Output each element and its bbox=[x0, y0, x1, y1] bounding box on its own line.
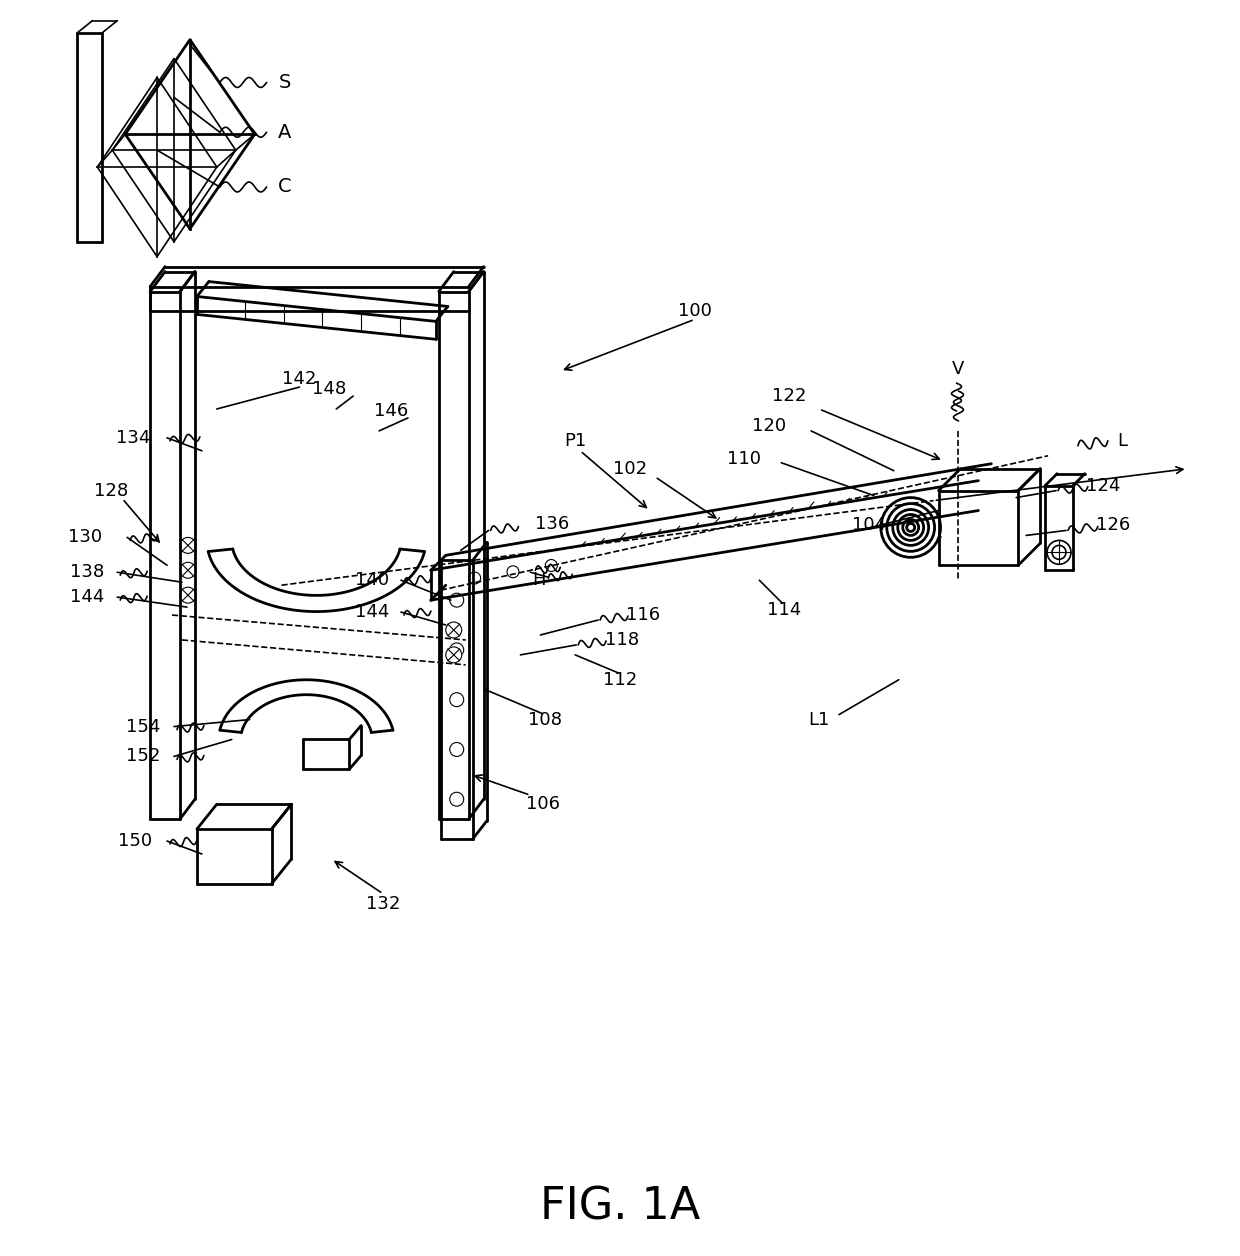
Circle shape bbox=[446, 622, 461, 638]
Circle shape bbox=[180, 563, 196, 578]
Text: A: A bbox=[278, 123, 291, 142]
Text: C: C bbox=[278, 177, 291, 196]
Text: 144: 144 bbox=[69, 588, 104, 607]
Text: 140: 140 bbox=[355, 571, 389, 589]
Circle shape bbox=[180, 588, 196, 603]
Text: L1: L1 bbox=[808, 711, 830, 728]
Text: V: V bbox=[952, 360, 965, 378]
Text: 110: 110 bbox=[728, 450, 761, 467]
Circle shape bbox=[180, 538, 196, 554]
Text: FIG. 1A: FIG. 1A bbox=[539, 1186, 701, 1228]
Text: 138: 138 bbox=[71, 563, 104, 582]
Text: 124: 124 bbox=[1086, 476, 1120, 495]
Text: 112: 112 bbox=[603, 671, 637, 688]
Text: 120: 120 bbox=[753, 417, 786, 435]
Text: S: S bbox=[278, 73, 290, 92]
Text: P1: P1 bbox=[564, 432, 587, 450]
Text: 148: 148 bbox=[312, 381, 346, 398]
Text: 146: 146 bbox=[374, 402, 408, 420]
Text: 100: 100 bbox=[678, 303, 712, 320]
Text: 134: 134 bbox=[115, 428, 150, 447]
Text: 154: 154 bbox=[125, 717, 160, 736]
Text: 114: 114 bbox=[768, 602, 801, 619]
Text: 126: 126 bbox=[1096, 516, 1130, 535]
Text: 108: 108 bbox=[528, 711, 562, 728]
Text: 104: 104 bbox=[852, 516, 885, 535]
Text: 130: 130 bbox=[68, 529, 103, 546]
Text: 118: 118 bbox=[605, 631, 639, 649]
Text: 122: 122 bbox=[773, 387, 806, 404]
Text: 106: 106 bbox=[526, 795, 560, 813]
Circle shape bbox=[1047, 540, 1071, 564]
Text: L: L bbox=[1117, 432, 1127, 450]
Circle shape bbox=[446, 647, 461, 663]
Text: 128: 128 bbox=[94, 481, 129, 500]
Text: 132: 132 bbox=[366, 894, 401, 913]
Text: 152: 152 bbox=[125, 747, 160, 765]
Text: 116: 116 bbox=[626, 607, 660, 624]
Text: 142: 142 bbox=[283, 371, 316, 388]
Text: 136: 136 bbox=[536, 515, 569, 534]
Text: 102: 102 bbox=[613, 460, 647, 477]
Text: 150: 150 bbox=[118, 831, 153, 850]
Text: 144: 144 bbox=[355, 603, 389, 620]
Text: H: H bbox=[532, 571, 546, 589]
